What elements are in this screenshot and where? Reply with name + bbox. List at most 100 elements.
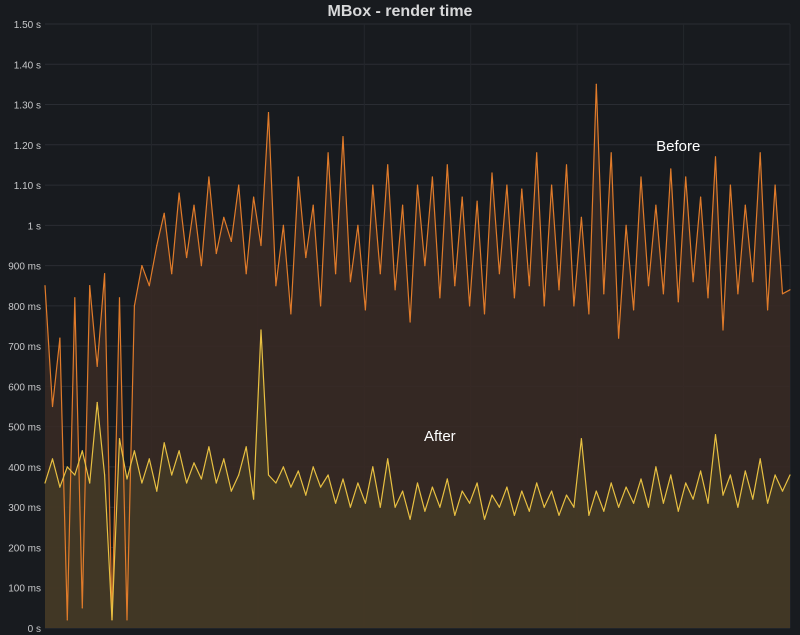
data-point [126, 619, 128, 621]
data-point [215, 252, 217, 255]
data-point [74, 297, 76, 299]
y-tick-label: 600 ms [8, 382, 41, 393]
data-point [677, 510, 679, 512]
data-point [476, 482, 478, 484]
data-point [565, 494, 568, 496]
data-point [543, 506, 545, 508]
data-point [223, 216, 225, 218]
data-point [141, 265, 143, 267]
data-point [416, 482, 419, 484]
annotation-label: Before [656, 138, 700, 155]
data-point [51, 405, 54, 408]
data-point [349, 506, 351, 508]
series-lines [44, 83, 791, 621]
chart-title: MBox - render time [327, 3, 473, 20]
data-point [692, 498, 694, 500]
data-point [536, 482, 538, 484]
data-point [424, 510, 426, 512]
data-point [640, 176, 642, 178]
data-point [320, 486, 322, 488]
y-tick-label: 1 s [28, 221, 41, 232]
data-point [104, 474, 106, 476]
data-point [491, 172, 493, 174]
y-tick-label: 1.30 s [14, 101, 41, 112]
data-point [714, 434, 717, 436]
data-point [551, 490, 553, 492]
data-point [200, 478, 202, 480]
data-point [625, 224, 627, 226]
data-point [59, 486, 61, 488]
data-point [148, 285, 150, 287]
data-point [312, 466, 314, 468]
data-point [543, 305, 545, 307]
data-point [387, 458, 389, 460]
data-point [528, 285, 530, 287]
data-point [603, 510, 605, 512]
data-point [200, 265, 202, 267]
data-point [789, 474, 791, 476]
data-point [245, 446, 247, 448]
y-tick-label: 1.20 s [14, 141, 41, 152]
data-point [536, 152, 538, 154]
data-point [416, 184, 419, 186]
data-point [74, 474, 76, 476]
data-point [483, 313, 486, 315]
data-point [342, 478, 344, 480]
data-point [327, 152, 329, 154]
data-point [483, 518, 486, 520]
data-point [610, 482, 612, 484]
data-point [595, 490, 597, 492]
y-tick-label: 100 ms [8, 584, 41, 595]
data-point [580, 438, 583, 440]
data-point [96, 365, 98, 367]
data-point [580, 216, 583, 218]
data-point [253, 498, 255, 500]
data-point [223, 458, 225, 460]
data-point [573, 506, 575, 508]
data-point [677, 301, 679, 303]
data-point [722, 329, 724, 331]
data-point [409, 321, 411, 323]
data-point [305, 494, 307, 496]
data-point [320, 305, 322, 307]
data-point [186, 482, 188, 484]
data-point [729, 474, 732, 476]
data-point [290, 313, 292, 315]
data-point [618, 506, 620, 508]
data-point [431, 176, 433, 178]
data-point [506, 486, 508, 488]
data-point [767, 309, 769, 311]
data-point [700, 470, 702, 472]
data-point [89, 482, 91, 484]
data-point [193, 462, 195, 464]
annotations: Before After [424, 138, 700, 445]
data-point [118, 297, 121, 299]
data-point [297, 176, 299, 178]
data-point [491, 494, 493, 496]
data-point [469, 305, 471, 307]
data-point [446, 164, 448, 166]
y-tick-label: 300 ms [8, 503, 41, 514]
y-tick-label: 1.50 s [14, 20, 41, 31]
series-area-1 [45, 330, 790, 628]
data-point [305, 256, 307, 259]
data-point [744, 204, 746, 206]
data-point [461, 196, 463, 198]
data-point [178, 450, 180, 452]
data-point [364, 309, 366, 311]
data-point [424, 265, 426, 267]
data-point [402, 490, 404, 492]
data-point [573, 305, 575, 307]
data-point [267, 112, 270, 114]
data-point [454, 514, 456, 516]
data-point [521, 188, 523, 190]
data-point [387, 164, 389, 166]
data-point [700, 196, 702, 198]
data-point [752, 498, 754, 500]
data-point [275, 482, 277, 484]
data-point [640, 478, 642, 480]
data-point [267, 474, 270, 476]
data-point [81, 607, 83, 609]
data-point [372, 184, 374, 186]
data-point [238, 474, 240, 476]
